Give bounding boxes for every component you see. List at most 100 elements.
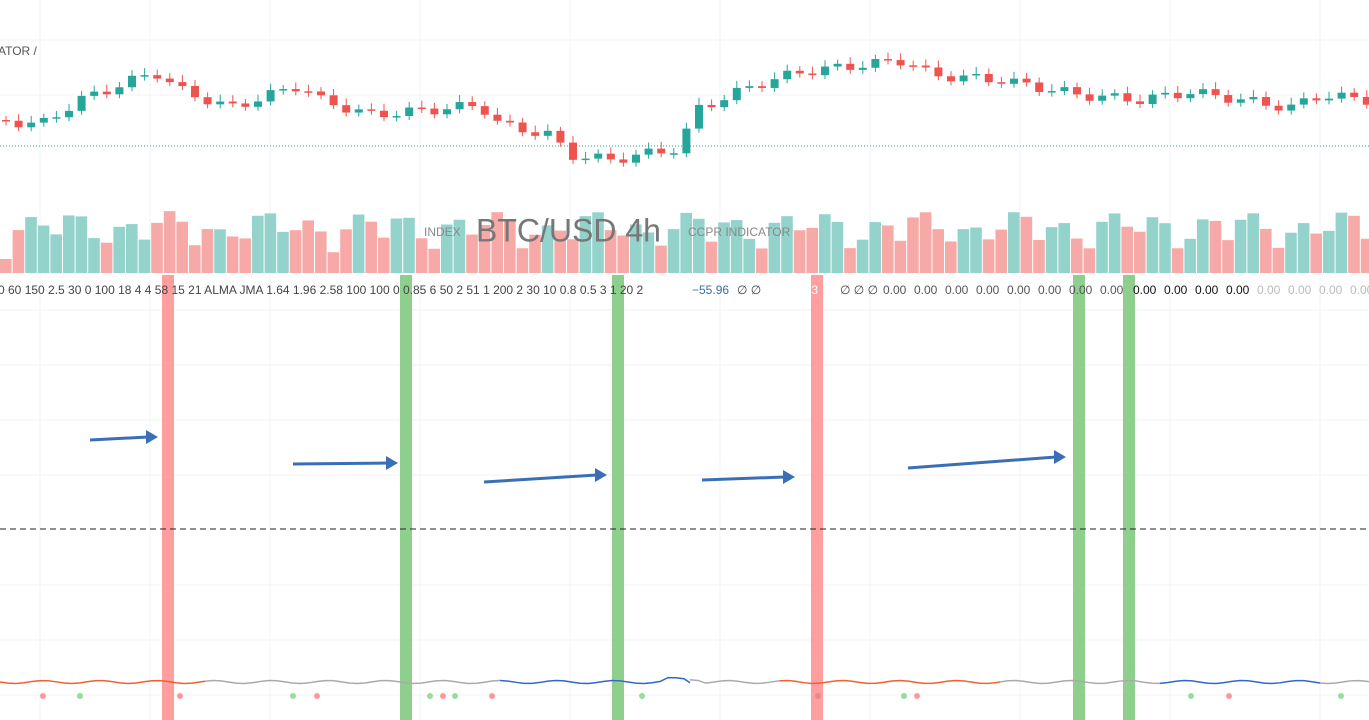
volume-bar <box>126 224 138 273</box>
signal-dot <box>177 693 183 699</box>
candle <box>1299 98 1308 105</box>
oscillator-line <box>1159 679 1321 685</box>
candle <box>606 153 615 160</box>
volume-bar <box>226 236 239 273</box>
volume-bar <box>693 218 705 273</box>
readout: 0.00 <box>1350 283 1369 297</box>
candle <box>972 73 981 76</box>
candle <box>619 159 628 163</box>
candle <box>291 89 300 92</box>
candle <box>241 103 250 107</box>
candle <box>304 91 313 93</box>
volume-bar <box>756 248 768 273</box>
volume-bar <box>466 234 478 273</box>
candle <box>329 95 338 106</box>
volume-bar <box>25 217 37 273</box>
volume-bar <box>604 230 617 273</box>
volume-bar <box>50 234 62 273</box>
candle <box>682 128 691 154</box>
candle <box>1035 82 1044 92</box>
volume-bar <box>705 241 718 273</box>
volume-bar <box>680 212 692 273</box>
candle <box>77 95 86 111</box>
readout: 0.00 <box>883 283 907 297</box>
volume-bar <box>378 237 390 273</box>
candle <box>1047 91 1056 93</box>
volume-bar <box>302 220 314 273</box>
volume-bar <box>1285 232 1297 273</box>
candle <box>569 142 577 160</box>
candle <box>191 86 199 98</box>
candle <box>52 117 61 119</box>
volume-bar <box>667 229 680 273</box>
signal-dot <box>77 693 83 699</box>
volume-bar <box>138 239 151 273</box>
oscillator-line <box>689 678 781 685</box>
candle <box>783 70 792 80</box>
volume-bar <box>1071 238 1083 273</box>
candle <box>1287 104 1296 111</box>
volume-bar <box>1083 248 1096 273</box>
signal-bands <box>162 275 1135 720</box>
index-label: INDEX <box>424 225 461 239</box>
parameters: 0 60 150 2.5 30 0 100 18 4 4 58 15 21 AL… <box>0 283 644 297</box>
signal-dot <box>901 693 907 699</box>
candle <box>1073 87 1081 95</box>
candle <box>1211 89 1220 96</box>
candle <box>959 75 968 82</box>
volume-bar <box>592 212 604 273</box>
signal-dot <box>452 693 458 699</box>
signal-dot <box>1338 693 1344 699</box>
readout: 0.00 <box>1164 283 1188 297</box>
candle <box>695 104 703 129</box>
signal-dot <box>914 693 920 699</box>
candle <box>846 63 855 70</box>
signal-band <box>1073 275 1085 720</box>
volume-bar <box>1297 223 1310 273</box>
volume-bar <box>1197 219 1209 273</box>
candle <box>581 158 590 161</box>
volume-bar <box>176 221 188 273</box>
candle <box>405 107 414 117</box>
arrow-head <box>386 456 398 470</box>
volume-bar <box>831 221 844 273</box>
volume-bar <box>113 226 125 273</box>
candle <box>468 102 477 107</box>
signal-dot <box>489 693 495 699</box>
candle <box>896 60 905 66</box>
candle <box>216 101 225 105</box>
signal-dot <box>440 693 446 699</box>
volume-bar <box>1045 227 1058 273</box>
volume-bar <box>201 229 214 273</box>
candle <box>833 63 842 67</box>
candle <box>178 82 187 87</box>
candle <box>317 91 325 96</box>
candle <box>1362 96 1369 105</box>
candle <box>884 59 892 61</box>
volume-bar <box>12 230 25 273</box>
readout: 0.00 <box>1288 283 1312 297</box>
volume-bar <box>541 225 554 273</box>
volume-bar <box>982 239 995 273</box>
signal-band <box>612 275 624 720</box>
volume-bar <box>743 238 755 273</box>
volume-bar <box>932 229 944 273</box>
volume-bar <box>88 238 100 273</box>
volume-bar <box>264 213 277 273</box>
arrow-shaft <box>292 461 389 466</box>
oscillator-line <box>0 679 206 685</box>
volume-bar <box>907 217 919 273</box>
volume-bar <box>390 218 403 273</box>
volume-bar <box>340 229 352 273</box>
candle <box>1022 78 1031 83</box>
readouts: 0.00 0.00 0.00 0.00 0.00 0.00 0.00 0.00 0.00 0.00… <box>883 283 1369 297</box>
volume-bar <box>630 224 642 273</box>
candle <box>14 120 23 128</box>
candle <box>455 102 464 110</box>
volume-bar <box>1121 226 1133 273</box>
arrow-shaft <box>483 473 598 484</box>
volume-bar <box>189 245 201 273</box>
readout: 0.00 <box>1257 283 1281 297</box>
candle <box>1350 92 1359 97</box>
